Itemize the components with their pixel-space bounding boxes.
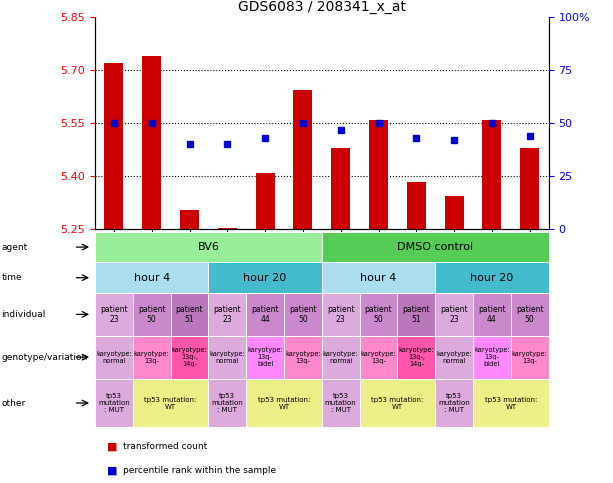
Text: tp53
mutation
: MUT: tp53 mutation : MUT — [211, 393, 243, 413]
Text: karyotype:
13q-: karyotype: 13q- — [134, 351, 170, 364]
Text: hour 20: hour 20 — [470, 273, 514, 283]
Bar — [256, 173, 275, 229]
Text: karyotype:
normal: karyotype: normal — [323, 351, 359, 364]
Bar — [444, 196, 463, 229]
Text: tp53 mutation:
WT: tp53 mutation: WT — [258, 397, 310, 410]
Text: patient
23: patient 23 — [327, 305, 354, 324]
Bar — [520, 148, 539, 229]
Text: tp53 mutation:
WT: tp53 mutation: WT — [485, 397, 537, 410]
Text: hour 4: hour 4 — [134, 273, 170, 283]
Text: tp53 mutation:
WT: tp53 mutation: WT — [145, 397, 197, 410]
Text: BV6: BV6 — [197, 242, 219, 252]
Text: other: other — [1, 398, 26, 408]
Bar — [407, 182, 426, 229]
Text: patient
23: patient 23 — [100, 305, 128, 324]
Bar — [331, 148, 350, 229]
Text: genotype/variation: genotype/variation — [1, 353, 88, 362]
Text: karyotype:
normal: karyotype: normal — [436, 351, 472, 364]
Title: GDS6083 / 208341_x_at: GDS6083 / 208341_x_at — [238, 0, 406, 14]
Text: transformed count: transformed count — [123, 442, 207, 451]
Text: patient
51: patient 51 — [403, 305, 430, 324]
Text: patient
23: patient 23 — [213, 305, 241, 324]
Text: tp53 mutation:
WT: tp53 mutation: WT — [371, 397, 424, 410]
Bar — [482, 120, 501, 229]
Text: patient
50: patient 50 — [516, 305, 544, 324]
Bar — [142, 56, 161, 229]
Text: ■: ■ — [107, 466, 118, 476]
Text: karyotype:
13q-
bidel: karyotype: 13q- bidel — [247, 347, 283, 367]
Bar — [180, 210, 199, 229]
Text: individual: individual — [1, 310, 45, 319]
Text: patient
44: patient 44 — [251, 305, 279, 324]
Text: DMSO control: DMSO control — [397, 242, 473, 252]
Text: tp53
mutation
: MUT: tp53 mutation : MUT — [325, 393, 357, 413]
Text: karyotype:
13q-: karyotype: 13q- — [285, 351, 321, 364]
Text: karyotype:
normal: karyotype: normal — [96, 351, 132, 364]
Text: agent: agent — [1, 242, 28, 252]
Text: karyotype:
normal: karyotype: normal — [210, 351, 245, 364]
Text: karyotype:
13q-: karyotype: 13q- — [360, 351, 397, 364]
Text: patient
50: patient 50 — [138, 305, 166, 324]
Text: karyotype:
13q-,
14q-: karyotype: 13q-, 14q- — [172, 347, 207, 367]
Text: patient
23: patient 23 — [440, 305, 468, 324]
Text: karyotype:
13q-,
14q-: karyotype: 13q-, 14q- — [398, 347, 434, 367]
Text: time: time — [1, 273, 22, 282]
Text: karyotype:
13q-
bidel: karyotype: 13q- bidel — [474, 347, 510, 367]
Text: hour 4: hour 4 — [360, 273, 397, 283]
Text: percentile rank within the sample: percentile rank within the sample — [123, 467, 276, 475]
Bar — [104, 63, 123, 229]
Text: hour 20: hour 20 — [243, 273, 287, 283]
Text: patient
50: patient 50 — [365, 305, 392, 324]
Text: ■: ■ — [107, 442, 118, 452]
Text: tp53
mutation
: MUT: tp53 mutation : MUT — [98, 393, 130, 413]
Text: patient
44: patient 44 — [478, 305, 506, 324]
Text: karyotype:
13q-: karyotype: 13q- — [512, 351, 547, 364]
Bar — [369, 120, 388, 229]
Bar — [218, 227, 237, 229]
Bar — [294, 89, 313, 229]
Text: tp53
mutation
: MUT: tp53 mutation : MUT — [438, 393, 470, 413]
Text: patient
51: patient 51 — [176, 305, 204, 324]
Text: patient
50: patient 50 — [289, 305, 317, 324]
